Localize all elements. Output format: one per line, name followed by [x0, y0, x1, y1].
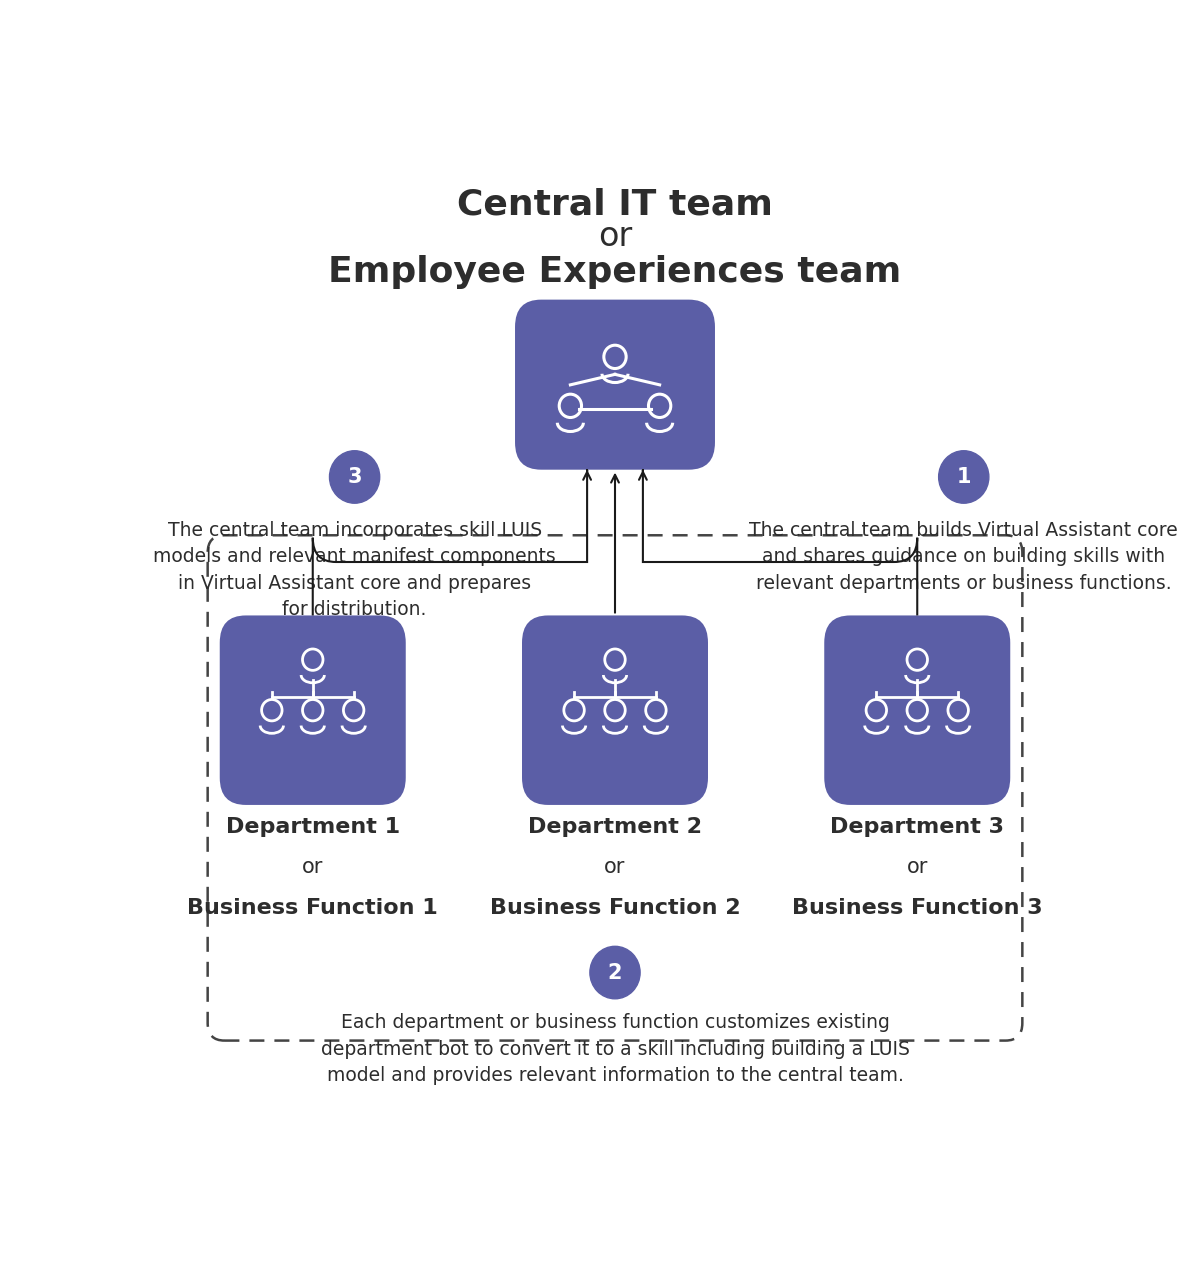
Text: or: or — [302, 857, 324, 877]
Text: Department 2: Department 2 — [528, 817, 702, 837]
Text: or: or — [605, 857, 625, 877]
Circle shape — [590, 946, 640, 998]
FancyBboxPatch shape — [515, 299, 715, 469]
Text: 3: 3 — [347, 467, 362, 487]
Circle shape — [938, 451, 989, 504]
Text: Business Function 2: Business Function 2 — [490, 899, 740, 919]
Text: The central team incorporates skill LUIS
models and relevant manifest components: The central team incorporates skill LUIS… — [154, 521, 556, 620]
Text: Business Function 1: Business Function 1 — [187, 899, 438, 919]
Text: 2: 2 — [607, 963, 623, 983]
FancyBboxPatch shape — [220, 616, 406, 805]
Text: 1: 1 — [956, 467, 971, 487]
Text: Department 3: Department 3 — [830, 817, 1004, 837]
FancyBboxPatch shape — [522, 616, 708, 805]
Text: Business Function 3: Business Function 3 — [792, 899, 1043, 919]
Text: or: or — [598, 221, 632, 254]
Circle shape — [330, 451, 379, 504]
FancyBboxPatch shape — [824, 616, 1010, 805]
Text: or: or — [906, 857, 928, 877]
Text: The central team builds Virtual Assistant core
and shares guidance on building s: The central team builds Virtual Assistan… — [749, 521, 1178, 593]
Text: Central IT team: Central IT team — [457, 188, 773, 222]
Text: Employee Experiences team: Employee Experiences team — [329, 255, 901, 289]
Text: Each department or business function customizes existing
department bot to conve: Each department or business function cus… — [320, 1013, 910, 1085]
Text: Department 1: Department 1 — [226, 817, 400, 837]
